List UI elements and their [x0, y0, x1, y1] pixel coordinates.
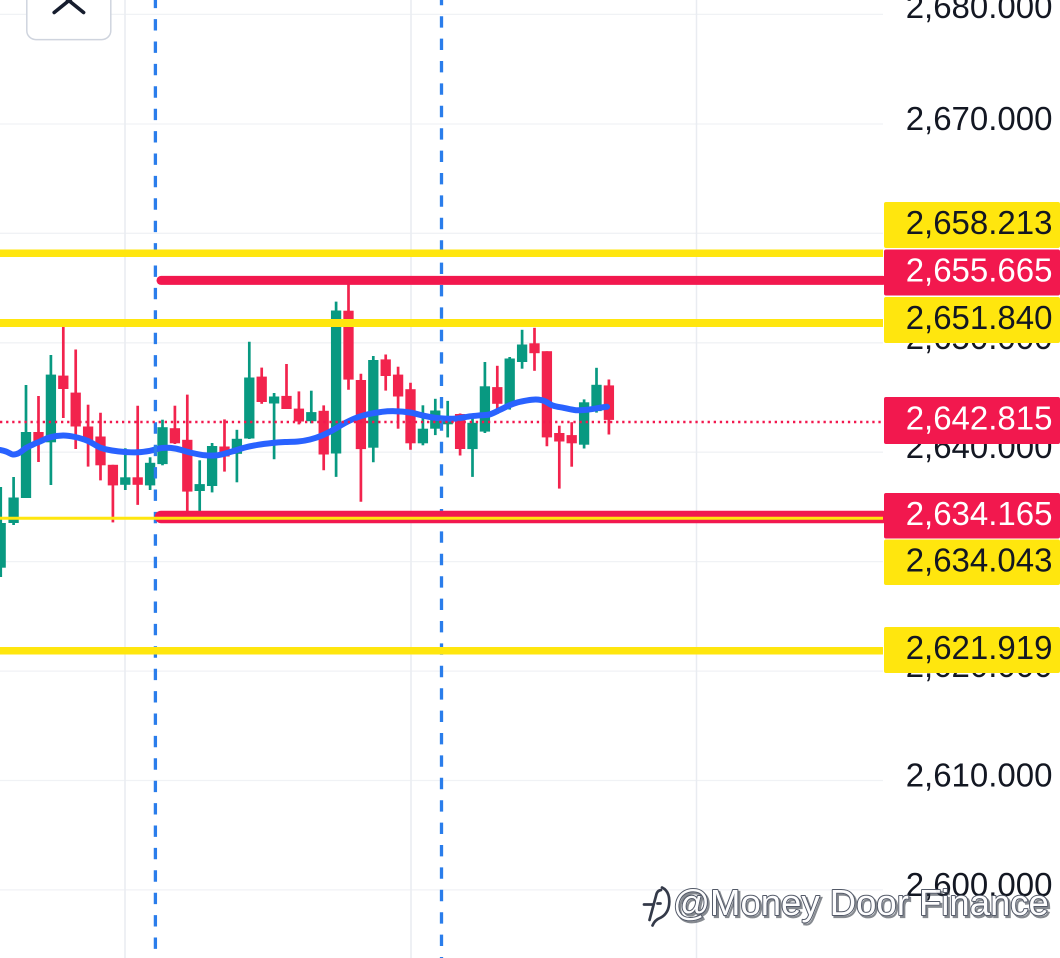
svg-text:@Money Door Finance: @Money Door Finance	[673, 882, 1049, 923]
svg-text:2,634.043: 2,634.043	[906, 541, 1053, 578]
svg-text:2,600.000: 2,600.000	[906, 866, 1053, 903]
svg-text:2,621.919: 2,621.919	[906, 629, 1053, 666]
svg-text:2,642.815: 2,642.815	[906, 400, 1053, 437]
svg-text:@Money Door Finance: @Money Door Finance	[675, 884, 1051, 925]
svg-text:2,651.840: 2,651.840	[906, 299, 1053, 336]
svg-text:2,610.000: 2,610.000	[906, 757, 1053, 794]
svg-text:2,634.165: 2,634.165	[906, 495, 1053, 532]
svg-text:2,680.000: 2,680.000	[906, 0, 1053, 25]
svg-text:2,658.213: 2,658.213	[906, 204, 1053, 241]
svg-text:2,655.665: 2,655.665	[906, 252, 1053, 289]
svg-text:2,670.000: 2,670.000	[906, 100, 1053, 137]
